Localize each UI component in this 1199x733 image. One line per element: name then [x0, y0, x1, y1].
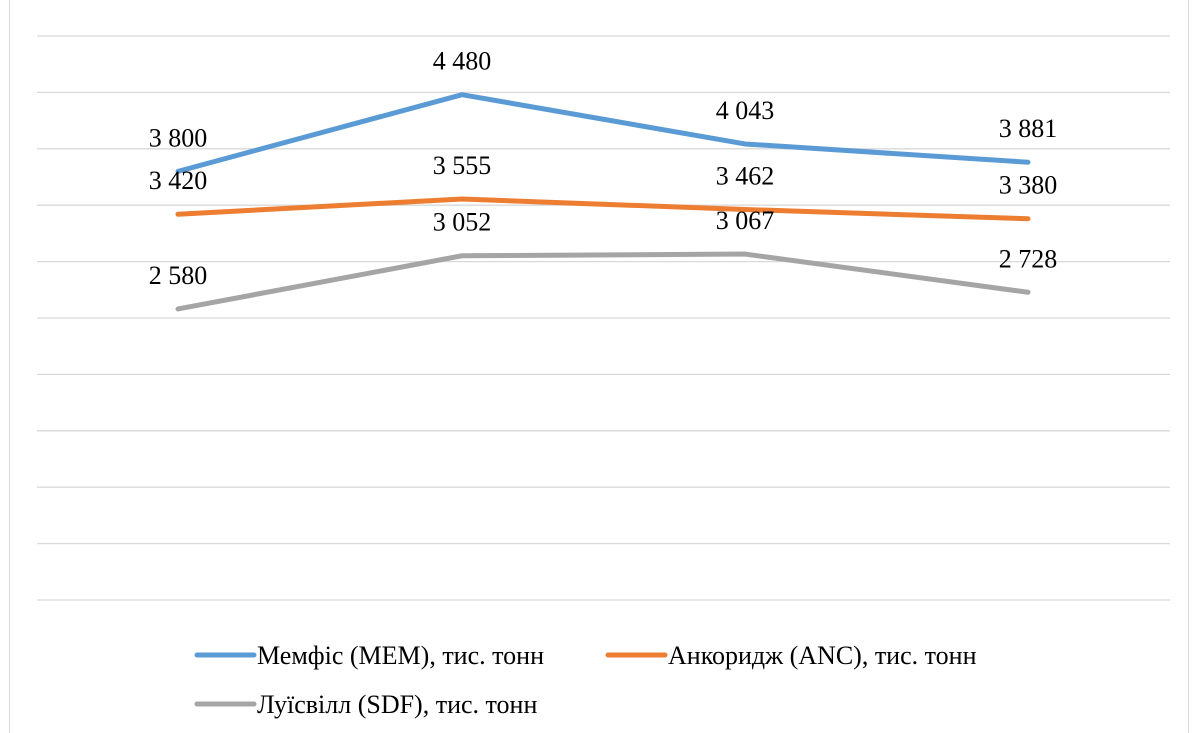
- series-lines: [175, 92, 1031, 312]
- data-label: 4 043: [716, 96, 775, 125]
- data-label: 2 728: [999, 244, 1058, 273]
- data-label: 3 052: [433, 208, 492, 237]
- data-label: 3 067: [716, 206, 775, 235]
- data-label: 2 580: [149, 261, 208, 290]
- legend: Мемфіс (MEM), тис. тонн Анкоридж (ANC), т…: [194, 641, 977, 719]
- data-label: 3 555: [433, 151, 492, 180]
- data-label: 3 800: [149, 123, 208, 152]
- data-label: 3 462: [716, 161, 775, 190]
- series-line-2: [175, 251, 1031, 312]
- legend-label: Мемфіс (MEM), тис. тонн: [257, 641, 544, 670]
- legend-label: Анкоридж (ANC), тис. тонн: [668, 641, 977, 670]
- series-line-0: [175, 92, 1031, 174]
- legend-label: Луїсвілл (SDF), тис. тонн: [257, 690, 537, 719]
- data-label: 3 881: [999, 114, 1058, 143]
- chart-frame: [9, 0, 1189, 733]
- legend-item: Мемфіс (MEM), тис. тонн: [194, 641, 544, 670]
- legend-item: Луїсвілл (SDF), тис. тонн: [194, 690, 537, 719]
- data-label: 3 420: [149, 166, 208, 195]
- data-label: 3 380: [999, 171, 1058, 200]
- data-labels: 3 800 4 480 4 043 3 881 3 420 3 555 3 462 3 380…: [149, 47, 1058, 290]
- data-label: 4 480: [433, 47, 492, 76]
- legend-item: Анкоридж (ANC), тис. тонн: [605, 641, 977, 670]
- series-line-1: [175, 196, 1031, 222]
